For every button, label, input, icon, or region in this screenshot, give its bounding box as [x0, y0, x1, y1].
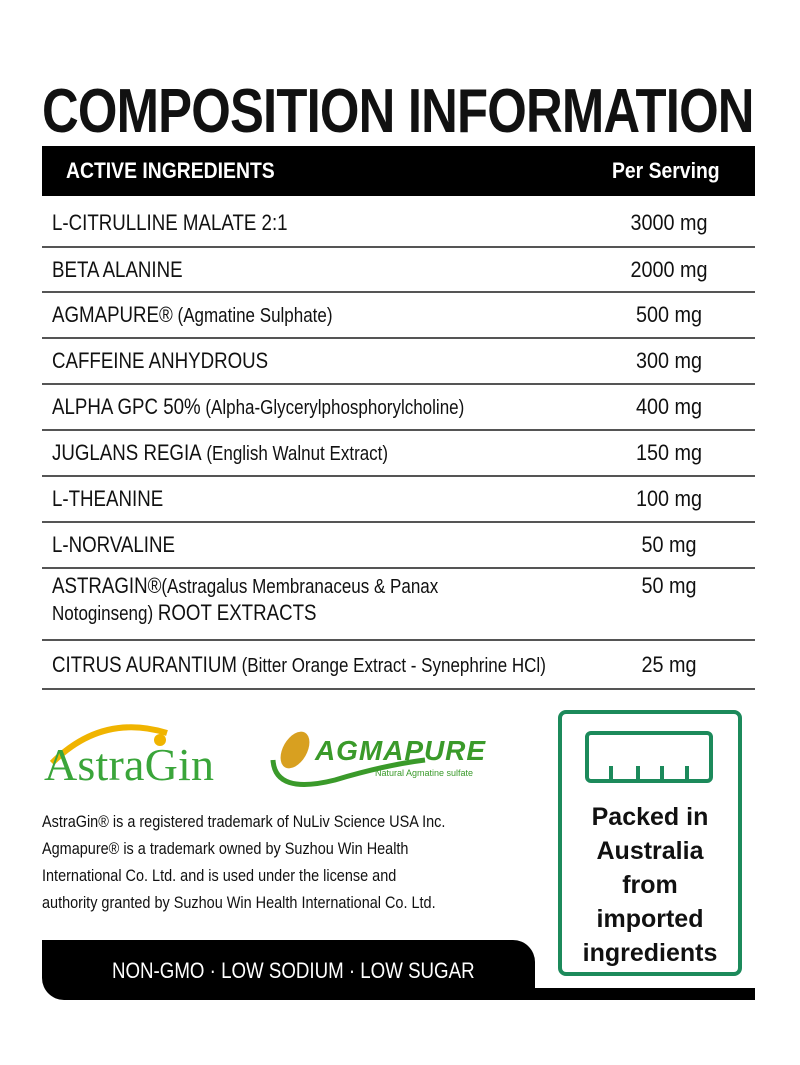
table-row: L-THEANINE 100 mg: [42, 477, 755, 523]
astragin-logo: AstraGin: [42, 718, 222, 793]
amount: 50 mg: [641, 532, 697, 557]
ingredient-name: BETA ALANINE: [52, 257, 183, 282]
table-row: ASTRAGIN®(Astragalus Membranaceus & Pana…: [42, 569, 755, 641]
table-row: JUGLANS REGIA (English Walnut Extract) 15…: [42, 431, 755, 477]
amount: 400 mg: [635, 394, 703, 419]
amount: 50 mg: [641, 573, 697, 598]
ingredient-name: CITRUS AURANTIUM (Bitter Orange Extract …: [52, 652, 546, 677]
ingredient-name: L-NORVALINE: [52, 532, 175, 557]
amount: 25 mg: [641, 652, 697, 677]
table-header: ACTIVE INGREDIENTS Per Serving: [42, 146, 755, 196]
amount: 300 mg: [635, 348, 703, 373]
header-ingredients: ACTIVE INGREDIENTS: [66, 158, 275, 183]
svg-text:AGMAPURE: AGMAPURE: [314, 735, 486, 766]
table-row: CAFFEINE ANHYDROUS 300 mg: [42, 339, 755, 385]
ingredient-name: JUGLANS REGIA (English Walnut Extract): [52, 440, 389, 465]
ingredient-name: L-THEANINE: [52, 486, 164, 511]
table-row: BETA ALANINE 2000 mg: [42, 248, 755, 293]
amount: 2000 mg: [630, 257, 708, 282]
table-row: CITRUS AURANTIUM (Bitter Orange Extract …: [42, 641, 755, 690]
amount: 100 mg: [635, 486, 703, 511]
packed-line: ingredients: [582, 939, 718, 967]
page-title: COMPOSITION INFORMATION: [42, 77, 755, 146]
trademark-line: Agmapure® is a trademark owned by Suzhou…: [42, 839, 409, 858]
packed-line: imported: [596, 905, 704, 933]
table-row: AGMAPURE® (Agmatine Sulphate) 500 mg: [42, 293, 755, 339]
amount: 3000 mg: [630, 210, 708, 235]
packed-line: from: [622, 871, 678, 899]
claims-text: NON-GMO · LOW SODIUM · LOW SUGAR: [112, 958, 475, 983]
claims-band: NON-GMO · LOW SODIUM · LOW SUGAR: [42, 940, 535, 1000]
ruler-icon: [585, 731, 713, 783]
packed-line: Australia: [596, 837, 704, 865]
agmapure-logo: AGMAPURE Natural Agmatine sulfate: [265, 720, 495, 795]
table-row: L-NORVALINE 50 mg: [42, 523, 755, 569]
packed-in-australia-badge: Packed in Australia from imported ingred…: [558, 710, 742, 976]
svg-text:Natural Agmatine sulfate: Natural Agmatine sulfate: [375, 768, 473, 778]
ingredient-name: AGMAPURE® (Agmatine Sulphate): [52, 302, 333, 327]
bottom-rule: [520, 988, 755, 1000]
table-row: ALPHA GPC 50% (Alpha-Glycerylphosphorylc…: [42, 385, 755, 431]
trademark-line: AstraGin® is a registered trademark of N…: [42, 812, 446, 831]
amount: 500 mg: [635, 302, 703, 327]
header-per-serving: Per Serving: [612, 158, 720, 183]
table-row: L-CITRULLINE MALATE 2:1 3000 mg: [42, 200, 755, 248]
ingredient-name: CAFFEINE ANHYDROUS: [52, 348, 269, 373]
ingredient-name: L-CITRULLINE MALATE 2:1: [52, 210, 288, 235]
packed-line: Packed in: [591, 803, 709, 831]
trademark-text: AstraGin® is a registered trademark of N…: [42, 808, 445, 916]
trademark-line: International Co. Ltd. and is used under…: [42, 866, 397, 885]
amount: 150 mg: [635, 440, 703, 465]
svg-text:AstraGin: AstraGin: [44, 739, 214, 788]
ingredient-name: ALPHA GPC 50% (Alpha-Glycerylphosphorylc…: [52, 394, 465, 419]
ingredient-name: ASTRAGIN®(Astragalus Membranaceus & Pana…: [52, 573, 439, 625]
trademark-line: authority granted by Suzhou Win Health I…: [42, 893, 436, 912]
